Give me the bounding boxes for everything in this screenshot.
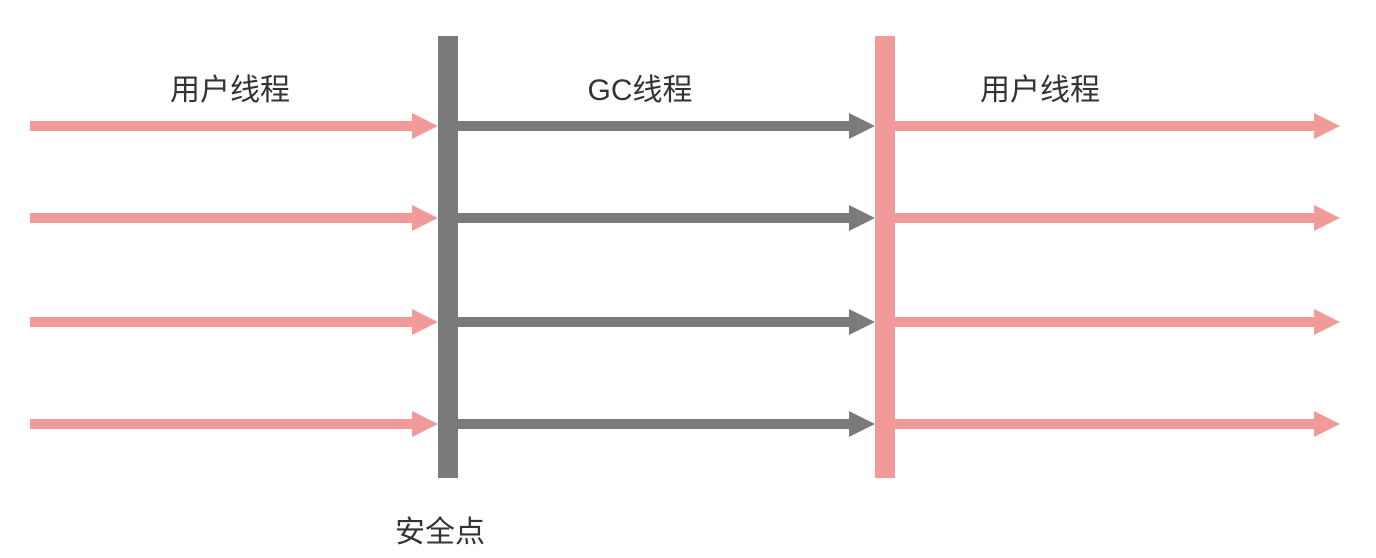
gc-arrows-0 bbox=[458, 113, 875, 139]
safepoint-bar bbox=[438, 36, 458, 478]
user-right-arrows-1 bbox=[895, 205, 1340, 231]
gc-arrows-2 bbox=[458, 309, 875, 335]
user-left-arrows-3 bbox=[30, 411, 438, 437]
user-right-arrows-3 bbox=[895, 411, 1340, 437]
gc-arrows-1 bbox=[458, 205, 875, 231]
user-right-arrows-2 bbox=[895, 309, 1340, 335]
gc-arrows-3 bbox=[458, 411, 875, 437]
user-left-arrows-1 bbox=[30, 205, 438, 231]
diagram-stage: 用户线程 GC线程 用户线程 安全点 bbox=[0, 0, 1376, 558]
resume-bar bbox=[875, 36, 895, 478]
user-left-arrows-0 bbox=[30, 113, 438, 139]
user-left-arrows-2 bbox=[30, 309, 438, 335]
label-gc: GC线程 bbox=[588, 65, 693, 109]
label-user-right: 用户线程 bbox=[980, 65, 1100, 109]
user-right-arrows-0 bbox=[895, 113, 1340, 139]
label-safepoint: 安全点 bbox=[395, 507, 485, 551]
label-user-left: 用户线程 bbox=[170, 65, 290, 109]
